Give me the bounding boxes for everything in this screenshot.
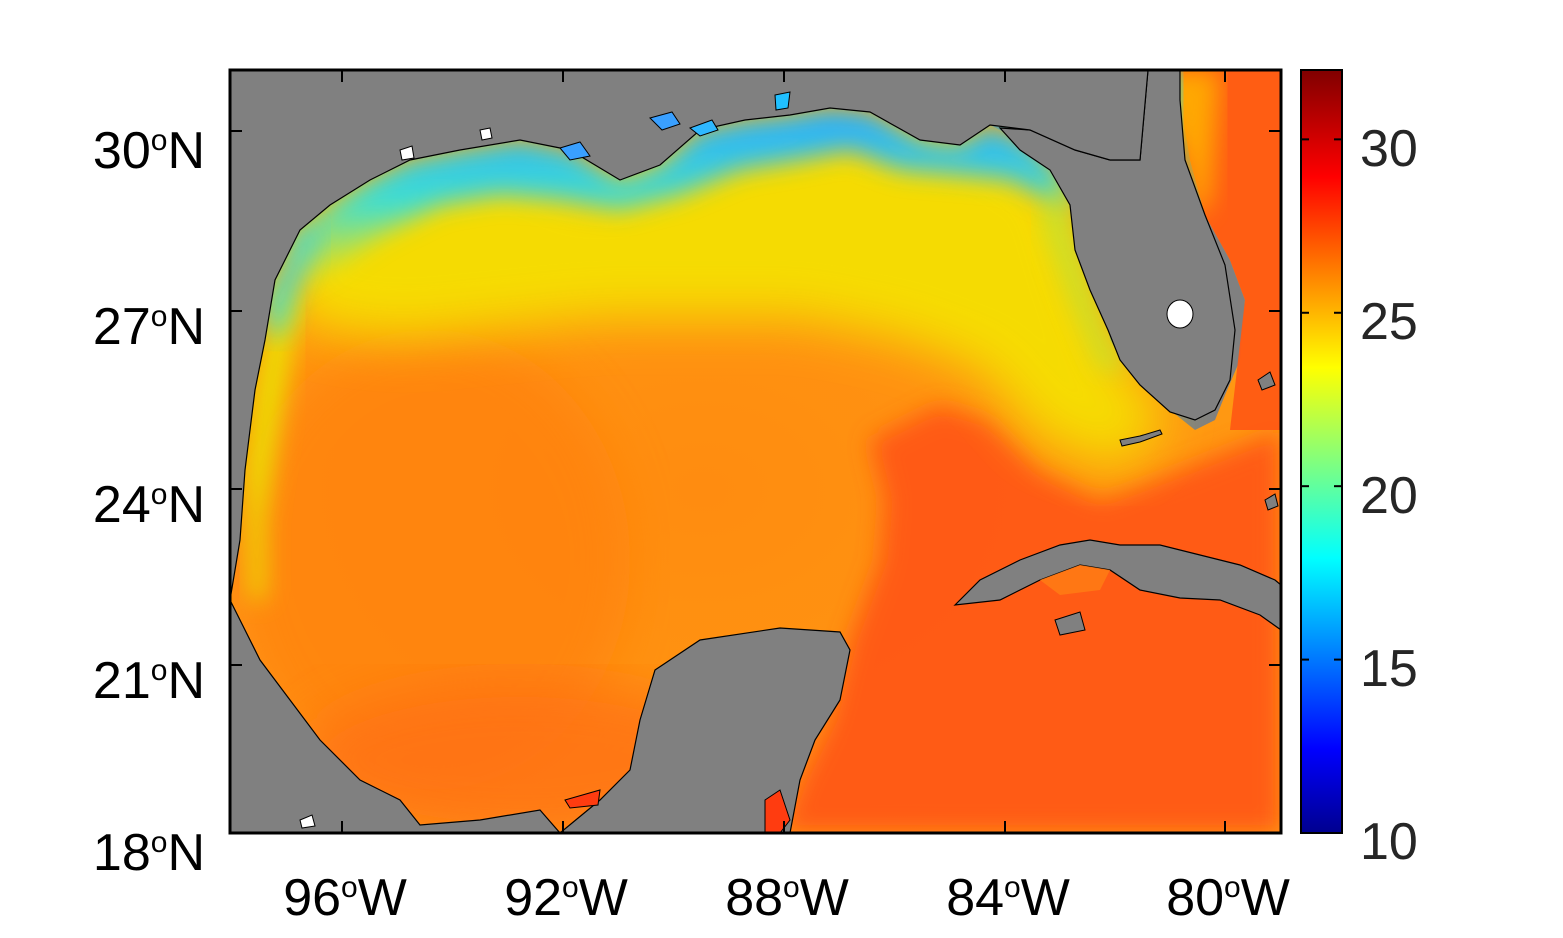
isle-of-youth	[1054, 611, 1086, 636]
colorbar-label-30: 30	[1360, 120, 1418, 178]
coastal-lake-5	[559, 141, 591, 161]
axes-frame	[228, 68, 1283, 835]
map-plot-area	[230, 70, 1281, 833]
coastal-lake-6	[774, 91, 791, 111]
lat-label-21n: 21oN	[93, 652, 205, 710]
lon-label-88w: 88oW	[725, 869, 849, 927]
mexico-south-coast-land	[230, 599, 561, 833]
lon-label-84w: 84oW	[946, 869, 1070, 927]
us-gulf-coast-land	[230, 70, 1149, 601]
terminos-lagoon	[564, 789, 601, 809]
bahamas-island-2	[1264, 493, 1279, 511]
colorbar-label-10: 10	[1360, 813, 1418, 871]
lon-label-92w: 92oW	[504, 869, 628, 927]
lat-label-30n: 30oN	[93, 122, 205, 180]
lat-label-18n: 18oN	[93, 824, 205, 882]
western-gulf-warm	[230, 330, 630, 790]
warm-loop-current	[780, 405, 1281, 833]
coastal-lake-3	[399, 145, 415, 161]
small-island-1	[299, 814, 316, 829]
texas-coastal-cold-strip	[265, 225, 325, 340]
colorbar-label-20: 20	[1360, 467, 1418, 525]
coastal-lake-1	[649, 111, 681, 131]
northern-cool-band	[280, 112, 1170, 470]
lat-label-27n: 27oN	[93, 298, 205, 356]
lon-label-80w: 80oW	[1166, 869, 1290, 927]
colorbar-label-15: 15	[1360, 640, 1418, 698]
colorbar-label-25: 25	[1360, 293, 1418, 351]
lake-okeechobee	[1166, 299, 1194, 329]
bahamas-island-1	[1257, 371, 1276, 391]
cuba-south-shelf	[1040, 565, 1110, 595]
lat-label-24n: 24oN	[93, 476, 205, 534]
colorbar-bar	[1300, 69, 1343, 834]
lon-label-96w: 96oW	[283, 869, 407, 927]
northern-coastal-cold-water	[280, 108, 1070, 300]
coastal-lake-2	[688, 119, 719, 137]
colorbar-ticks	[1301, 138, 1342, 834]
coastal-lake-4	[479, 127, 493, 141]
yucatan-peninsula	[559, 627, 851, 833]
west-coast-cool-strip	[245, 280, 300, 600]
florida-keys	[1119, 429, 1163, 447]
latitude-labels: 30oN 27oN 24oN 21oN 18oN	[93, 122, 205, 882]
tick-marks	[230, 70, 1281, 834]
longitude-labels: 96oW 92oW 88oW 84oW 80oW	[283, 869, 1290, 927]
colorbar: 30 25 20 15 10	[1300, 69, 1418, 871]
